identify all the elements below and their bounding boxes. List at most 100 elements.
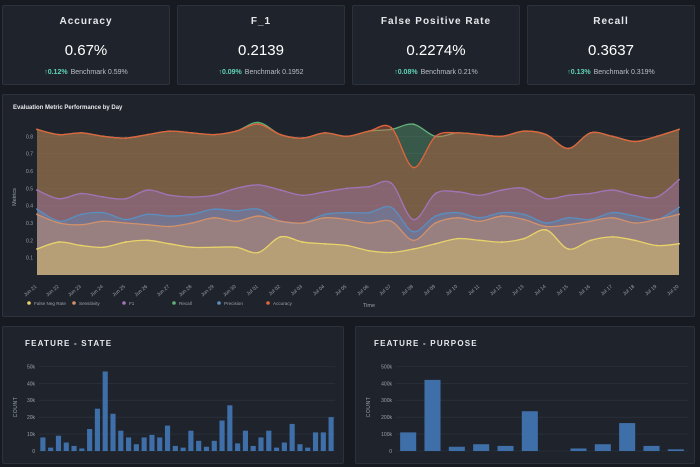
data-point [523,237,525,240]
bar [102,371,108,451]
data-point [655,218,658,221]
data-point [567,216,570,219]
data-point [412,123,415,126]
data-point [390,126,393,129]
data-point [213,208,216,211]
kpi-title: False Positive Rate [380,16,492,27]
feature-purpose-title: FEATURE - PURPOSE [374,339,478,348]
bar [157,437,163,451]
kpi-footer: ↑0.08% Benchmark 0.21% [353,69,519,76]
y-tick-label: 0.1 [26,256,33,262]
x-tick-label: Jun 24 [89,284,105,298]
data-point [412,239,415,242]
y-tick-label: 0 [32,449,35,455]
bar [258,437,264,451]
data-point [589,239,592,242]
data-point [478,133,481,136]
data-point [36,213,38,216]
data-point [301,222,304,224]
kpi-value: 0.67% [64,42,108,59]
data-point [58,241,61,243]
bar [448,446,465,451]
data-point [80,192,83,195]
data-point [80,213,83,216]
y-tick-label: 500k [381,364,392,370]
data-point [124,241,127,243]
bar [242,430,248,451]
data-point [412,248,415,250]
y-tick-label: 300k [381,398,392,404]
x-tick-label: Jul 12 [489,284,503,297]
data-point [213,246,216,249]
bar [79,448,85,451]
bar [497,445,514,451]
data-point [523,213,525,216]
data-point [124,218,127,221]
data-point [257,208,260,211]
data-point [36,208,38,211]
data-point [589,220,592,223]
bar [235,443,241,451]
bar [110,413,116,451]
x-tick-label: Jul 16 [578,284,592,297]
data-point [390,220,393,223]
data-point [146,133,149,136]
data-point [456,190,459,193]
feature-purpose-panel: FEATURE - PURPOSE 0 100k 200k 300k 400k 500k C… [355,326,695,464]
data-point [500,189,503,191]
kpi-card-f1: F_1 0.2139 ↑0.09% Benchmark 0.1952 [177,5,345,85]
kpi-card-recall: Recall 0.3637 ↑0.13% Benchmark 0.319% [527,5,695,85]
data-point [191,246,193,249]
data-point [523,218,525,221]
data-point [655,244,658,247]
data-point [567,147,570,150]
y-tick-label: 0.7 [26,152,33,158]
data-point [390,251,393,254]
data-point [191,196,193,198]
data-point [412,218,415,221]
kpi-benchmark: Benchmark 0.1952 [244,69,304,76]
data-point [36,189,38,191]
data-point [146,213,149,216]
x-tick-label: Jun 21 [23,284,39,298]
data-point [434,192,437,195]
bar [87,429,93,451]
bar [149,434,155,451]
legend-swatch [266,301,270,305]
y-tick-label: 50k [27,364,36,370]
data-point [124,197,127,200]
data-point [102,211,105,214]
y-axis-label: COUNT [13,397,19,418]
kpi-card-accuracy: Accuracy 0.67% ↑0.12% Benchmark 0.59% [2,5,170,85]
bar [141,437,147,451]
x-tick-label: Jun 27 [156,284,172,298]
data-point [191,213,193,216]
data-point [102,135,105,138]
data-point [434,222,437,224]
bar [180,447,186,451]
legend-label: Sensitivity [79,301,100,306]
data-point [102,196,105,198]
data-point [611,189,614,191]
data-point [213,194,216,197]
y-tick-label: 40k [27,381,36,387]
data-point [80,131,83,134]
x-tick-label: Jul 18 [622,284,636,297]
area-sensitivity [37,214,679,275]
data-point [434,242,437,245]
data-point [567,194,570,197]
data-point [523,187,525,190]
area-accuracy [37,124,679,275]
data-point [301,241,304,243]
x-tick-label: Jul 10 [445,284,459,297]
bar [281,442,287,451]
area-f1 [37,179,679,275]
legend-label: Recall [179,301,192,306]
data-point [478,216,481,219]
kpi-title: Accuracy [59,16,113,27]
data-point [678,128,680,131]
bar [63,442,69,451]
kpi-delta: ↑0.12% [44,69,68,76]
bar [400,432,417,451]
bar [71,445,77,451]
